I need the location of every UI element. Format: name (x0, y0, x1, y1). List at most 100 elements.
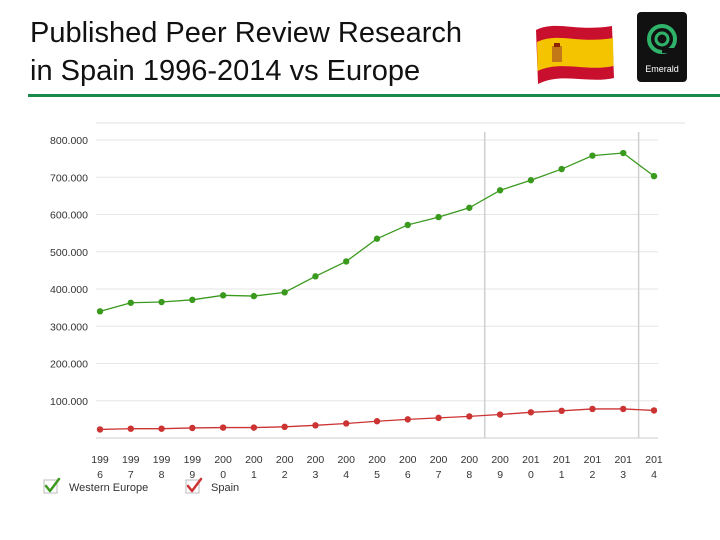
y-tick-label: 300.000 (50, 321, 88, 333)
x-tick-label: 200 (245, 454, 263, 466)
spain-point (589, 405, 596, 413)
western-europe-point (373, 235, 381, 242)
x-tick-label: 200 (491, 454, 509, 466)
title-divider (28, 94, 720, 97)
x-tick-label: 8 (159, 469, 165, 481)
spain-legend-label: Spain (211, 482, 239, 494)
x-tick-label: 200 (368, 454, 386, 466)
x-tick-label: 8 (466, 469, 472, 481)
spain-point (620, 405, 627, 413)
spain-legend-box (185, 479, 200, 494)
spain-point (96, 426, 104, 433)
x-tick-label: 5 (374, 469, 380, 481)
x-tick-label: 4 (343, 469, 349, 481)
western-europe-point (127, 299, 134, 306)
page-title: Published Peer Review Research in Spain … (30, 14, 530, 90)
western-europe-legend-label: Western Europe (69, 482, 148, 494)
spain-point (127, 425, 134, 432)
x-tick-label: 2 (590, 469, 596, 481)
x-tick-label: 9 (189, 469, 195, 481)
spain-point (435, 414, 442, 422)
x-tick-label: 200 (276, 454, 294, 466)
western-europe-point (312, 273, 319, 280)
x-tick-label: 1 (251, 469, 257, 481)
x-tick-label: 201 (645, 454, 663, 466)
spain-point (527, 409, 535, 416)
x-tick-label: 3 (313, 469, 319, 481)
y-tick-label: 500.000 (50, 247, 88, 259)
western-europe-point (189, 296, 196, 304)
spain-point (558, 407, 565, 415)
x-tick-label: 200 (461, 454, 479, 466)
chart-legend: Western Europe Spain (43, 477, 239, 494)
y-tick-label: 800.000 (50, 135, 88, 147)
emerald-logo: Emerald (637, 12, 687, 82)
western-europe-point (589, 152, 596, 159)
x-tick-label: 201 (553, 454, 571, 466)
western-europe-point (250, 292, 258, 300)
x-tick-label: 9 (497, 469, 503, 481)
y-tick-label: 200.000 (50, 359, 88, 371)
spain-point (496, 411, 504, 418)
spain-point (650, 407, 658, 414)
x-tick-label: 200 (399, 454, 417, 466)
y-tick-label: 100.000 (50, 396, 88, 408)
x-axis-ticks: 199 6 199 7 199 8 199 9 200 0 200 1 200 2 200 3 200 4 200 5… (91, 454, 663, 481)
x-tick-label: 199 (184, 454, 202, 466)
x-tick-label: 200 (430, 454, 448, 466)
logo-text: Emerald (645, 64, 679, 74)
y-tick-label: 600.000 (50, 210, 88, 222)
x-tick-label: 200 (337, 454, 355, 466)
y-axis-ticks: 100.000 200.000 300.000 400.000 500.000 600.0… (50, 135, 88, 408)
spain-point (312, 422, 319, 429)
spain-point (373, 418, 381, 425)
western-europe-point (281, 289, 288, 296)
western-europe-point (404, 221, 411, 229)
y-tick-label: 400.000 (50, 284, 88, 296)
line-chart: 100.000 200.000 300.000 400.000 500.000 600.0… (43, 122, 685, 494)
x-tick-label: 199 (153, 454, 171, 466)
western-europe-point (496, 187, 504, 194)
western-europe-point (343, 258, 350, 265)
x-tick-label: 7 (436, 469, 442, 481)
spain-point (219, 424, 227, 431)
chart-series (96, 149, 658, 433)
x-tick-label: 200 (214, 454, 232, 466)
x-tick-label: 201 (522, 454, 540, 466)
x-tick-label: 6 (405, 469, 411, 481)
western-europe-point (527, 177, 535, 184)
title-line-2: in Spain 1996-2014 vs Europe (30, 55, 421, 87)
spain-point (466, 413, 473, 420)
checkmark-icon (44, 477, 61, 493)
spain-point (404, 416, 411, 423)
spain-point (343, 420, 350, 427)
title-line-1: Published Peer Review Research (30, 17, 462, 49)
spain-point (158, 425, 165, 432)
x-tick-label: 4 (651, 469, 657, 481)
spain-point (281, 423, 288, 431)
x-tick-label: 3 (620, 469, 626, 481)
western-europe-legend-box (43, 479, 58, 494)
x-tick-label: 6 (97, 469, 103, 481)
western-europe-point (558, 165, 565, 173)
x-tick-label: 2 (282, 469, 288, 481)
spain-flag-image (536, 25, 614, 84)
x-tick-label: 7 (128, 469, 134, 481)
y-tick-label: 700.000 (50, 172, 88, 184)
western-europe-point (435, 213, 442, 221)
western-europe-point (219, 292, 227, 299)
spain-point (250, 424, 258, 431)
x-tick-label: 0 (528, 469, 534, 481)
x-tick-label: 201 (584, 454, 602, 466)
western-europe-point (158, 298, 165, 306)
x-tick-label: 200 (307, 454, 325, 466)
x-tick-label: 201 (614, 454, 632, 466)
chart-grid (96, 122, 685, 439)
western-europe-point (650, 172, 658, 180)
spain-point (189, 424, 196, 432)
x-tick-label: 199 (91, 454, 109, 466)
western-europe-point (620, 149, 627, 157)
western-europe-point (96, 308, 104, 315)
x-tick-label: 0 (220, 469, 226, 481)
checkmark-icon (186, 477, 203, 493)
